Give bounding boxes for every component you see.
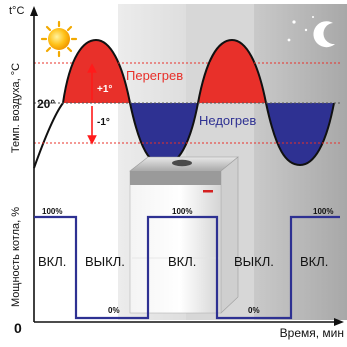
setpoint-label: 20° [37,97,55,111]
lower-delta-label: -1° [97,117,110,128]
temperature-axis-label: Темп. воздуха, °С [10,63,22,153]
underheat-label: Недогрев [199,113,256,128]
temperature-curve [33,38,335,169]
state-label-3: ВКЛ. [168,254,196,269]
state-label-5: ВКЛ. [300,254,328,269]
percent-label-3: 100% [172,207,192,216]
origin-label: 0 [14,320,22,336]
percent-label-5: 100% [313,207,333,216]
temperature-line [33,38,335,169]
boiler-illustration [129,156,239,314]
sun-icon [40,20,78,58]
power-axis-label: Мощность котла, % [10,207,22,307]
overheat-area-2 [198,40,266,103]
percent-label-2: 0% [108,306,120,315]
y-axis-arrow [30,6,38,16]
time-axis-label: Время, мин [280,326,344,340]
state-label-4: ВЫКЛ. [234,254,274,269]
power-step-line [34,215,340,320]
x-axis-arrow [334,318,344,326]
underheat-area-2 [266,103,334,165]
underheat-area-1 [130,103,198,165]
percent-label-1: 100% [42,207,62,216]
state-label-2: ВЫКЛ. [85,254,125,269]
power-state-labels: ВКЛ. ВЫКЛ. ВКЛ. ВЫКЛ. ВКЛ. [38,254,328,269]
upper-delta-label: +1° [97,84,112,95]
state-label-1: ВКЛ. [38,254,66,269]
temperature-unit: t°C [9,5,24,17]
power-percent-labels: 100% 0% 100% 0% 100% [42,207,333,315]
moon-stars-icon [287,16,335,48]
percent-label-4: 0% [248,306,260,315]
overheat-label: Перегрев [126,68,183,83]
axes [30,6,344,326]
